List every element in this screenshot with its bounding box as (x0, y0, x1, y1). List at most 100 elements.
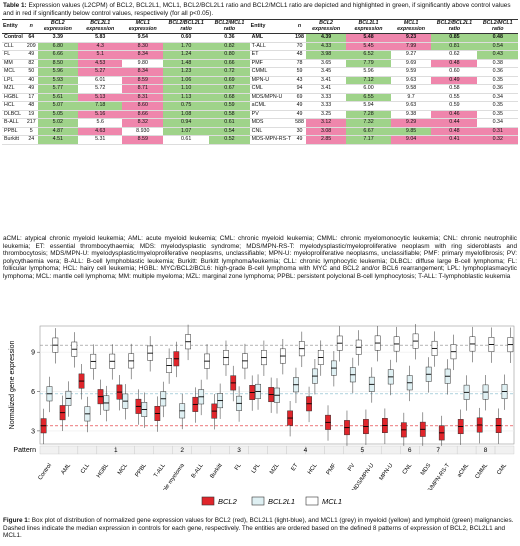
value-cell: 9.59 (390, 67, 432, 77)
value-cell: 0.35 (477, 110, 518, 119)
entity-cell: PPBL (2, 127, 25, 136)
table-header-0: Entity (2, 19, 25, 34)
value-cell: 2.85 (305, 135, 347, 145)
x-tick-label: CNL (402, 462, 414, 476)
value-cell: 0.81 (431, 42, 478, 51)
value-cell: 0.36 (477, 67, 518, 77)
value-cell: 4.87 (37, 127, 78, 136)
entity-cell: AML (249, 33, 294, 43)
value-cell: 8.60 (122, 101, 164, 111)
table-row: Control 64 3.39 5.83 9.54 0.60 0.36 AML 198 4.39 5… (2, 33, 518, 43)
value-cell: 0.80 (209, 50, 250, 60)
value-cell: 0.46 (431, 110, 478, 119)
value-cell: 0.35 (477, 101, 518, 111)
pattern-cell (96, 445, 116, 455)
entity-cell: PMF (249, 59, 294, 68)
value-cell: 5.96 (346, 67, 391, 77)
value-cell: 5.6 (77, 118, 123, 128)
value-cell: 8.71 (122, 84, 164, 94)
legend-label-bcl2: BCL2 (218, 497, 238, 506)
value-cell: 0.49 (431, 76, 478, 85)
value-cell: 1.06 (163, 76, 210, 85)
entity-cell: Burkitt (2, 135, 25, 145)
table-row: HGBL 17 5.61 5.13 8.31 1.13 0.68 MDS/MPN-U 69 3.3… (2, 93, 518, 102)
table-caption-text: Expression values (L2CPM) of BCL2, BCL2L… (3, 2, 511, 17)
x-tick-label: Control (37, 463, 53, 482)
value-cell: 0.59 (431, 101, 478, 111)
pattern-cell (77, 445, 98, 455)
pattern-cell (115, 445, 135, 455)
value-cell: 3.25 (305, 110, 347, 119)
pattern-cell (324, 445, 344, 455)
value-cell: 5.83 (77, 33, 123, 43)
pattern-cell (381, 445, 401, 455)
entity-cell: MCL (2, 67, 25, 77)
table-header-0: Entity (249, 19, 294, 34)
value-cell: 5.27 (77, 67, 123, 77)
value-cell: 7.28 (346, 110, 391, 119)
value-cell: 0.38 (477, 59, 518, 68)
x-tick-label: HGBL (96, 462, 110, 479)
figure-caption-label: Figure 1: (3, 517, 30, 524)
table-header-5: BCL2/BCL2L1 ratio (431, 19, 478, 34)
table-row: MZL 49 5.77 5.72 8.71 1.10 0.67 CML 94 3.41 6.00 9.… (2, 84, 518, 94)
value-cell: 1.10 (163, 84, 210, 94)
table-header-4: MCL1 expression (390, 19, 432, 34)
value-cell: 8.34 (122, 50, 164, 60)
value-cell: 1.24 (163, 50, 210, 60)
value-cell: 9.69 (390, 59, 432, 68)
x-tick-label: T-ALL (153, 462, 167, 479)
pattern-cell (456, 445, 477, 455)
entity-cell: aCML (249, 101, 294, 111)
value-cell: 6.00 (346, 84, 391, 94)
value-cell: 3.39 (37, 33, 78, 43)
entity-cell: DLBCL (2, 110, 25, 119)
value-cell: 5 (24, 127, 38, 136)
table-header-4: MCL1 expression (122, 19, 164, 34)
pattern-cell (134, 445, 154, 455)
value-cell: 0.55 (431, 93, 478, 102)
pattern-cell (248, 445, 268, 455)
table-header-3: BCL2L1 expression (77, 19, 123, 34)
value-cell: 0.66 (209, 59, 250, 68)
value-cell: 0.43 (477, 50, 518, 60)
entity-cell: HGBL (2, 93, 25, 102)
pattern-cell (58, 445, 79, 455)
value-cell: 8.930 (122, 127, 164, 136)
value-cell: 9.63 (390, 101, 432, 111)
value-cell: 48 (24, 101, 38, 111)
value-cell: 0.72 (209, 67, 250, 77)
value-cell: 70 (293, 42, 306, 51)
value-cell: 0.75 (163, 101, 210, 111)
value-cell: 3.65 (305, 59, 347, 68)
value-cell: 209 (24, 42, 38, 51)
value-cell: 3.41 (305, 84, 347, 94)
x-tick-label: AML (60, 462, 72, 476)
value-cell: 0.58 (209, 110, 250, 119)
table-body: Control 64 3.39 5.83 9.54 0.60 0.36 AML 198 4.39 5… (2, 33, 518, 145)
value-cell: 5.48 (346, 33, 391, 43)
value-cell: 0.60 (163, 33, 210, 43)
value-cell: 0.68 (209, 93, 250, 102)
y-axis-label: Normalized gene expression (9, 341, 16, 430)
x-tick-label: MCL (117, 462, 129, 476)
value-cell: 43 (293, 76, 306, 85)
value-cell: 0.58 (431, 84, 478, 94)
value-cell: 6.66 (37, 50, 78, 60)
value-cell: 5.1 (77, 50, 123, 60)
x-tick-label: PPBL (134, 462, 148, 478)
value-cell: 8.30 (122, 42, 164, 51)
value-cell: 0.54 (477, 42, 518, 51)
value-cell: 49 (293, 101, 306, 111)
table-header-2: BCL2 expression (37, 19, 78, 34)
value-cell: 0.34 (477, 93, 518, 102)
value-cell: 69 (293, 93, 306, 102)
table-header-6: BCL2/MCL1 ratio (209, 19, 250, 34)
value-cell: 8.34 (122, 67, 164, 77)
value-cell: 4.51 (37, 135, 78, 145)
table-row: HCL 48 5.07 7.18 8.60 0.75 0.59 aCML 49 3.33 5.94 9… (2, 101, 518, 111)
pattern-number: 7 (436, 447, 440, 454)
value-cell: 7.99 (390, 42, 432, 51)
pattern-number: 2 (180, 447, 184, 454)
value-cell: 7.32 (346, 118, 391, 128)
